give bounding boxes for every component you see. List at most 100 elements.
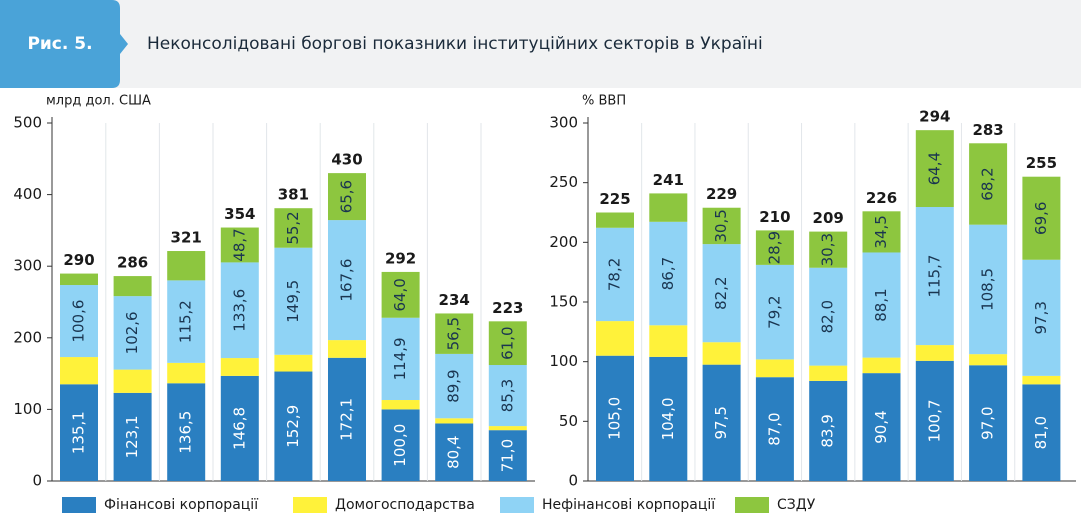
bar-segment bbox=[809, 380, 848, 481]
value-label: 80,4 bbox=[445, 436, 463, 469]
bar-segment bbox=[596, 227, 634, 322]
bar-segment bbox=[328, 173, 366, 221]
y-tick-label: 250 bbox=[549, 173, 578, 191]
y-axis-label: % ВВП bbox=[582, 94, 626, 109]
bar-segment bbox=[969, 143, 1008, 225]
value-label: 34,5 bbox=[872, 215, 890, 248]
y-tick-label: 50 bbox=[559, 412, 578, 430]
bar-segment bbox=[220, 227, 259, 263]
y-tick-label: 500 bbox=[13, 114, 42, 132]
value-label: 88,1 bbox=[872, 288, 890, 321]
bar-segment bbox=[915, 345, 954, 361]
value-label: 64,4 bbox=[925, 152, 943, 185]
value-label: 65,6 bbox=[338, 180, 356, 213]
bar-segment bbox=[60, 273, 98, 286]
bar-segment bbox=[167, 362, 206, 384]
y-tick-label: 0 bbox=[568, 472, 578, 490]
total-label: 381 bbox=[278, 186, 309, 204]
legend-label: СЗДУ bbox=[777, 497, 816, 513]
value-label: 71,0 bbox=[498, 439, 516, 472]
bar-segment bbox=[649, 325, 688, 357]
bar-segment bbox=[915, 130, 954, 208]
bar-segment bbox=[488, 430, 527, 481]
bar-segment bbox=[755, 377, 794, 481]
bar-segment bbox=[809, 365, 848, 381]
bar-segment bbox=[113, 296, 152, 370]
total-label: 241 bbox=[653, 171, 684, 189]
bar-segment bbox=[915, 207, 954, 346]
bar-segment bbox=[1022, 176, 1061, 260]
total-label: 290 bbox=[63, 251, 94, 269]
bar-segment bbox=[381, 271, 420, 318]
legend-label: Домогосподарства bbox=[335, 497, 475, 513]
value-label: 56,5 bbox=[445, 317, 463, 350]
value-label: 87,0 bbox=[765, 412, 783, 445]
bar-segment bbox=[649, 356, 688, 481]
y-tick-label: 200 bbox=[13, 328, 42, 346]
bar-segment bbox=[969, 224, 1008, 355]
bar-segment bbox=[969, 365, 1008, 481]
value-label: 104,0 bbox=[659, 397, 677, 440]
value-label: 97,3 bbox=[1032, 301, 1050, 334]
total-label: 229 bbox=[706, 185, 737, 203]
total-label: 234 bbox=[439, 291, 470, 309]
total-label: 225 bbox=[599, 190, 630, 208]
y-tick-label: 400 bbox=[13, 185, 42, 203]
bar-segment bbox=[167, 280, 206, 363]
legend-swatch bbox=[500, 497, 534, 513]
figure-tab bbox=[0, 0, 128, 88]
total-label: 210 bbox=[759, 208, 790, 226]
value-label: 133,6 bbox=[230, 289, 248, 332]
bar-segment bbox=[113, 276, 152, 297]
value-label: 82,0 bbox=[819, 300, 837, 333]
bar-segment bbox=[381, 409, 420, 481]
value-label: 86,7 bbox=[659, 257, 677, 290]
value-label: 79,2 bbox=[765, 295, 783, 328]
value-label: 115,2 bbox=[177, 300, 195, 343]
value-label: 81,0 bbox=[1032, 416, 1050, 449]
bar-segment bbox=[435, 423, 474, 481]
bar-segment bbox=[328, 220, 366, 341]
bar-segment bbox=[809, 267, 848, 366]
legend-swatch bbox=[735, 497, 769, 513]
bar-segment bbox=[167, 383, 206, 481]
total-label: 294 bbox=[919, 108, 950, 126]
value-label: 135,1 bbox=[70, 411, 88, 454]
bar-segment bbox=[862, 252, 901, 358]
total-label: 292 bbox=[385, 249, 416, 267]
total-label: 226 bbox=[866, 189, 897, 207]
value-label: 64,0 bbox=[391, 278, 409, 311]
value-label: 28,9 bbox=[765, 231, 783, 264]
bar-segment bbox=[649, 193, 688, 222]
total-label: 430 bbox=[331, 151, 362, 169]
value-label: 69,6 bbox=[1032, 202, 1050, 235]
value-label: 123,1 bbox=[123, 415, 141, 458]
y-tick-label: 150 bbox=[549, 293, 578, 311]
legend-swatch bbox=[293, 497, 327, 513]
figure-label: Рис. 5. bbox=[27, 34, 92, 54]
bar-segment bbox=[596, 355, 634, 481]
value-label: 61,0 bbox=[498, 326, 516, 359]
bar-segment bbox=[60, 384, 98, 481]
total-label: 286 bbox=[117, 254, 148, 272]
value-label: 172,1 bbox=[338, 398, 356, 441]
bar-segment bbox=[862, 211, 901, 253]
bar-segment bbox=[1022, 384, 1061, 481]
value-label: 114,9 bbox=[391, 337, 409, 380]
total-label: 354 bbox=[224, 205, 255, 223]
bar-segment bbox=[274, 371, 313, 481]
bar-segment bbox=[755, 264, 794, 360]
total-label: 209 bbox=[813, 209, 844, 227]
bar-segment bbox=[220, 358, 259, 376]
y-tick-label: 200 bbox=[549, 233, 578, 251]
bar-segment bbox=[862, 373, 901, 481]
value-label: 89,9 bbox=[445, 369, 463, 402]
value-label: 68,2 bbox=[979, 167, 997, 200]
bar-segment bbox=[274, 208, 313, 248]
bar-segment bbox=[649, 221, 688, 326]
y-tick-label: 300 bbox=[549, 114, 578, 132]
total-label: 223 bbox=[492, 299, 523, 317]
value-label: 105,0 bbox=[606, 397, 624, 440]
bar-segment bbox=[488, 426, 527, 431]
bar-segment bbox=[113, 369, 152, 393]
